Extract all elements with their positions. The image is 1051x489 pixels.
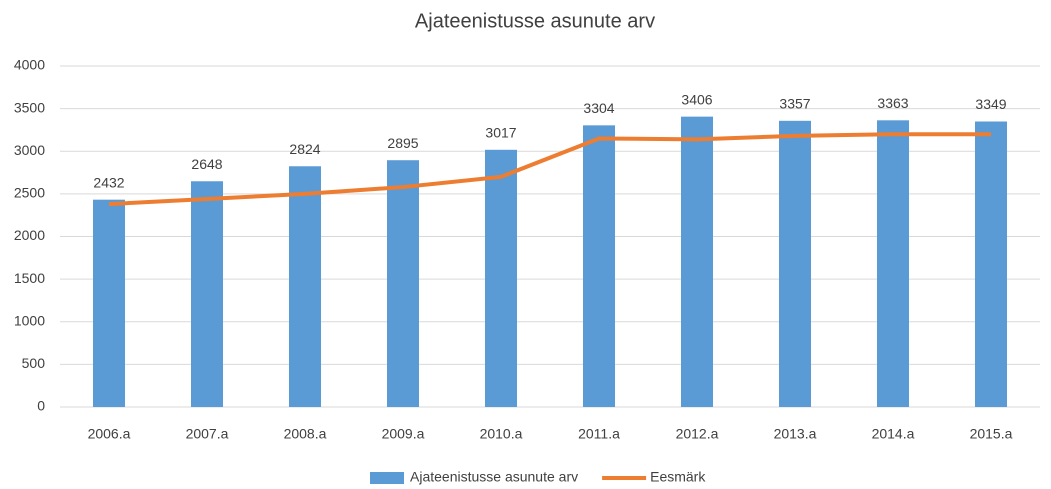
legend-label: Eesmärk <box>650 469 706 485</box>
data-label: 2895 <box>387 135 418 151</box>
data-label: 2648 <box>191 156 222 172</box>
y-tick-label: 0 <box>37 398 45 414</box>
bar <box>975 121 1007 408</box>
x-tick-label: 2011.a <box>578 426 620 442</box>
bar <box>779 120 811 408</box>
y-tick-label: 4000 <box>14 57 45 73</box>
y-tick-label: 1000 <box>14 312 45 328</box>
bar <box>191 181 223 407</box>
legend-label: Ajateenistusse asunute arv <box>410 469 578 485</box>
bar <box>583 125 615 408</box>
bar <box>681 116 713 408</box>
x-tick-label: 2008.a <box>284 426 327 442</box>
y-tick-label: 2500 <box>14 185 45 201</box>
data-label: 2432 <box>93 174 124 190</box>
x-tick-label: 2014.a <box>872 426 915 442</box>
x-tick-label: 2007.a <box>186 426 229 442</box>
x-tick-label: 2015.a <box>970 426 1013 442</box>
y-tick-label: 500 <box>22 355 46 371</box>
x-tick-label: 2010.a <box>480 426 523 442</box>
bar <box>877 120 909 407</box>
y-tick-label: 3000 <box>14 142 45 158</box>
data-label: 3017 <box>485 125 516 141</box>
bar <box>387 160 419 407</box>
y-tick-label: 1500 <box>14 270 45 286</box>
data-label: 3349 <box>975 96 1006 112</box>
legend-swatch <box>370 472 404 484</box>
data-label: 2824 <box>289 141 320 157</box>
x-tick-label: 2012.a <box>676 426 719 442</box>
y-tick-label: 2000 <box>14 227 45 243</box>
bar <box>289 166 321 407</box>
x-tick-label: 2006.a <box>88 426 131 442</box>
x-tick-label: 2009.a <box>382 426 425 442</box>
y-tick-label: 3500 <box>14 99 45 115</box>
x-tick-label: 2013.a <box>774 426 817 442</box>
data-label: 3363 <box>877 95 908 111</box>
data-label: 3406 <box>681 91 712 107</box>
bar <box>93 199 125 407</box>
data-label: 3357 <box>779 96 810 112</box>
line <box>108 132 991 207</box>
bar <box>485 149 517 407</box>
chart-title: Ajateenistusse asunute arv <box>415 10 655 32</box>
data-label: 3304 <box>583 100 614 116</box>
